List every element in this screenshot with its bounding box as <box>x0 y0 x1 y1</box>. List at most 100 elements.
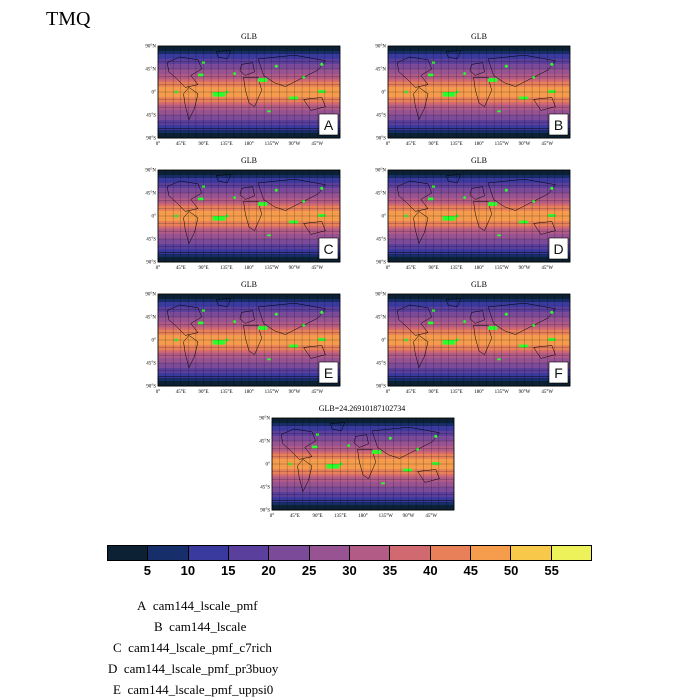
colorbar-swatch <box>390 546 431 560</box>
x-tick-label: 135°E <box>334 514 347 519</box>
marker-region <box>548 90 556 93</box>
panel-title-a: GLB <box>241 32 257 41</box>
coastline <box>413 211 429 245</box>
coastline <box>183 335 199 369</box>
x-tick-label: 45°W <box>541 390 553 395</box>
marker-region <box>198 321 204 325</box>
x-tick-label: 0° <box>386 390 391 395</box>
legend-letter: A <box>137 598 147 613</box>
x-tick-label: 135°W <box>265 142 279 147</box>
y-tick-label: 90°S <box>146 385 156 390</box>
x-tick-label: 90°W <box>403 514 415 519</box>
x-tick-label: 135°W <box>495 142 509 147</box>
marker-region <box>318 338 326 341</box>
marker-region <box>212 340 226 345</box>
x-tick-label: 180° <box>244 266 254 271</box>
colorbar-tick-label: 15 <box>221 563 236 578</box>
x-tick-label: 180° <box>474 390 484 395</box>
marker-region <box>289 220 299 224</box>
map-panel-a: 90°N45°N0°45°S90°S0° 45°E 90°E 135°E 180° 135… <box>145 45 341 147</box>
map-panel-c: 90°N45°N0°45°S90°S0° 45°E 90°E 135°E 180° 135… <box>145 169 341 271</box>
y-tick-label: 90°N <box>375 293 386 298</box>
x-tick-label: 45°E <box>176 142 186 147</box>
legend-line-d: D cam144_lscale_pmf_pr3buoy <box>108 661 278 677</box>
map-plot-area <box>157 293 341 387</box>
legend-line-b: B cam144_lscale <box>154 619 246 635</box>
y-tick-label: 90°N <box>375 45 386 50</box>
coastline <box>329 422 346 432</box>
y-tick-label: 90°S <box>146 137 156 142</box>
marker-region <box>432 462 440 465</box>
marker-point <box>504 64 508 68</box>
y-tick-label: 45°N <box>145 316 156 321</box>
y-tick-label: 0° <box>382 215 387 220</box>
coastline <box>166 180 203 212</box>
x-tick-label: 135°E <box>220 266 233 271</box>
marker-point <box>320 186 324 190</box>
coastline <box>215 174 232 184</box>
coastline <box>533 97 556 111</box>
marker-region <box>497 110 501 113</box>
y-tick-label: 90°N <box>145 169 156 174</box>
coastline <box>445 298 462 308</box>
coastline <box>353 434 369 448</box>
coastline <box>239 186 255 200</box>
x-tick-label: 135°E <box>450 390 463 395</box>
colorbar-tick-label: 5 <box>143 563 152 578</box>
y-tick-label: 90°N <box>375 169 386 174</box>
coastline <box>533 345 556 359</box>
marker-point <box>302 199 306 203</box>
panel-letter-box <box>318 237 339 260</box>
y-tick-label: 90°S <box>376 137 386 142</box>
colorbar-swatch <box>430 546 471 560</box>
y-tick-label: 90°N <box>259 417 270 422</box>
panel-letter-box <box>548 113 569 136</box>
map-frame <box>157 169 341 263</box>
marker-point <box>302 75 306 79</box>
marker-point <box>504 188 508 192</box>
x-tick-label: 135°W <box>495 390 509 395</box>
coastline <box>215 50 232 60</box>
coastline <box>469 310 485 324</box>
x-tick-label: 45°W <box>425 514 437 519</box>
marker-point <box>550 310 554 314</box>
legend-name: cam144_lscale_pmf_uppsi0 <box>127 682 274 697</box>
map-plot-area <box>387 45 571 139</box>
marker-region <box>267 234 271 237</box>
coastline <box>371 426 440 459</box>
colorbar-swatch <box>349 546 391 560</box>
colorbar-tick-label: 40 <box>423 563 438 578</box>
colorbar-swatch <box>188 546 229 560</box>
marker-region <box>497 358 501 361</box>
map-panel-d: 90°N45°N0°45°S90°S0° 45°E 90°E 135°E 180° 135… <box>375 169 571 271</box>
marker-region <box>403 468 413 472</box>
colorbar <box>107 545 592 561</box>
colorbar-swatch <box>511 546 552 560</box>
marker-point <box>462 320 466 324</box>
coastline <box>445 174 462 184</box>
map-plot-area <box>387 169 571 263</box>
colorbar-tick-label: 30 <box>342 563 357 578</box>
x-tick-label: 45°E <box>406 266 416 271</box>
marker-region <box>381 482 385 485</box>
marker-region <box>442 92 456 97</box>
coastline <box>473 325 492 356</box>
x-tick-label: 90°E <box>428 142 438 147</box>
panel-letter: D <box>553 241 563 257</box>
panel-title-c: GLB <box>241 156 257 165</box>
panel-letter: A <box>324 117 334 133</box>
marker-point <box>274 64 278 68</box>
marker-point <box>302 323 306 327</box>
colorbar-tick-label: 45 <box>463 563 478 578</box>
marker-region <box>312 445 318 449</box>
x-tick-label: 45°E <box>406 142 416 147</box>
x-tick-label: 180° <box>244 142 254 147</box>
map-frame <box>157 293 341 387</box>
coastline <box>473 77 492 108</box>
legend-name: cam144_lscale_pmf_c7rich <box>128 640 272 655</box>
marker-region <box>442 216 456 221</box>
y-tick-label: 45°N <box>145 68 156 73</box>
marker-region <box>318 214 326 217</box>
map-plot-area <box>157 45 341 139</box>
coastline <box>396 180 433 212</box>
